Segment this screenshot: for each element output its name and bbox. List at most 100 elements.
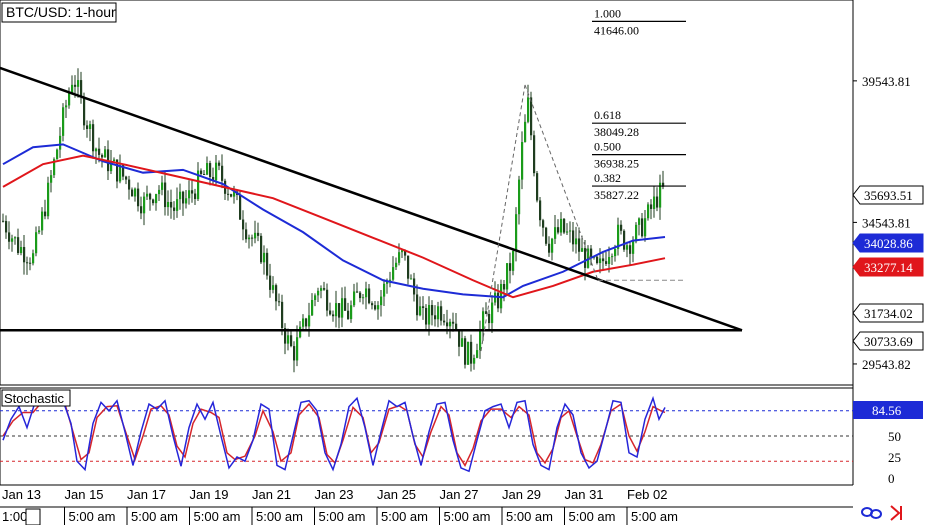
candle-body [233,191,236,197]
candle-body [536,173,539,201]
link-icon[interactable] [861,507,882,519]
candle-body [62,107,65,136]
stochastic-title-box [1,389,71,407]
candle-body [320,288,323,291]
candle-body [623,230,626,250]
candle-body [398,252,401,263]
scroll-right-icon[interactable] [890,505,902,521]
candle-body [5,221,8,233]
fib-swing-line [480,84,526,352]
candle-body [83,96,86,126]
candle-body [404,250,407,256]
candle-body [20,247,23,254]
candle-body [53,159,56,176]
candle-body [626,245,629,250]
date-label: Jan 19 [190,487,229,502]
candle-body [584,248,587,268]
candle-body [119,165,122,182]
time-label: 5:00 am [131,509,178,524]
chart-title-box [1,2,117,23]
price-tick-label: 34543.81 [862,215,911,230]
price-badge-plain: 31734.02 [852,303,924,323]
candle-body [653,196,656,209]
candle-body [179,191,182,200]
candle-body [539,200,542,221]
candle-body [227,193,230,195]
candle-body [80,80,83,97]
date-label: Jan 31 [565,487,604,502]
candle-body [491,302,494,324]
time-label: 5:00 am [569,509,616,524]
date-label: Jan 23 [315,487,354,502]
candle-body [485,311,488,314]
candle-body [332,314,335,317]
price-badge-shape [852,303,924,323]
candle-body [242,219,245,230]
candle-body [164,182,167,208]
candle-body [602,258,605,262]
candle-body [197,170,200,200]
candle-body [257,232,260,236]
date-label: Jan 27 [440,487,479,502]
candle-body [542,220,545,228]
candle-body [26,262,29,264]
candle-body [356,291,359,293]
candle-body [149,193,152,200]
candle-body [44,211,47,217]
stochastic-k-line [2,395,666,473]
fib-price-label: 35827.22 [594,188,639,202]
candle-body [581,248,584,252]
candle-body [347,310,350,320]
candle-body [662,182,665,187]
candle-body [206,163,209,175]
candle-body [140,206,143,214]
stoch-tick-label: 0 [888,471,895,486]
candle-body [8,232,11,242]
candle-body [170,201,173,208]
candle-body [425,308,428,325]
candle-body [659,182,662,208]
fib-price-label: 36938.25 [594,157,639,171]
candle-body [284,328,287,344]
candle-body [2,220,5,222]
candle-body [395,262,398,268]
candle-body [158,189,161,195]
candle-body [572,230,575,245]
candle-body [131,189,134,197]
candle-body [215,162,218,181]
candle-body [386,281,389,284]
candle-body [548,243,551,253]
stoch-badge-shape [853,401,923,419]
candle-body [377,305,380,310]
candle-body [167,201,170,208]
candle-body [359,292,362,299]
candle-body [95,148,98,152]
candle-body [443,320,446,323]
candle-body [98,148,101,155]
candle-body [335,303,338,317]
candle-body [272,285,275,290]
candle-body [389,279,392,282]
candle-body [116,159,119,182]
time-label: 5:00 am [381,509,428,524]
candle-body [122,165,125,177]
candle-body [608,257,611,264]
candle-body [365,288,368,298]
candle-body [341,298,344,318]
candle-body [629,245,632,254]
candle-body [200,170,203,175]
candle-body [611,256,614,258]
candle-body [143,196,146,214]
candle-body [41,211,44,231]
candle-body [29,262,32,264]
candle-body [329,310,332,315]
candle-body [161,182,164,190]
candle-body [221,165,224,181]
candle-body [521,142,524,180]
candle-body [503,284,506,290]
candle-body [113,159,116,162]
candle-body [488,313,491,324]
candle-body [185,198,188,204]
candle-body [482,311,485,330]
fib-price-label: 41646.00 [594,23,639,37]
